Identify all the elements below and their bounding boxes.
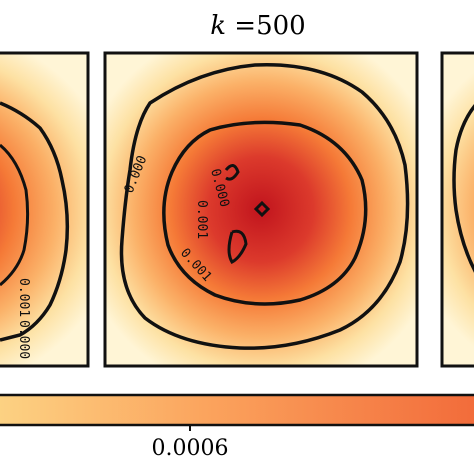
colorbar-tick-label: 0.0006	[152, 436, 229, 461]
right-panel	[440, 51, 474, 368]
colorbar-fill	[0, 393, 474, 427]
left-panel: 0.001 0.000	[0, 51, 90, 368]
title-variable: k	[210, 11, 226, 41]
right-panel-heatmap	[442, 53, 474, 366]
left-panel-heatmap	[0, 53, 88, 366]
left-panel-contour-label-1: 0.001	[16, 278, 31, 317]
chart-title: k =500	[210, 11, 305, 41]
right-panel-contour	[452, 104, 474, 273]
center-panel-peak-contour	[253, 200, 271, 218]
left-panel-outer-contour	[0, 101, 70, 342]
center-panel: 0.000 0.000 0.001 0.001	[103, 51, 419, 368]
title-rest: =500	[226, 11, 306, 41]
center-panel-inner-contour	[162, 120, 368, 306]
center-panel-blob-contour-1	[224, 164, 240, 181]
center-panel-outer-contour	[119, 62, 410, 350]
left-panel-contour-label-2: 0.000	[16, 320, 31, 359]
center-panel-blob-contour-2	[227, 229, 248, 264]
colorbar: 0.0006	[0, 393, 474, 461]
left-panel-frame	[0, 51, 90, 368]
left-panel-inner-contour	[0, 143, 30, 287]
center-panel-contour-label-3: 0.001	[194, 200, 209, 239]
right-panel-frame	[440, 51, 474, 368]
center-panel-frame	[103, 51, 419, 368]
